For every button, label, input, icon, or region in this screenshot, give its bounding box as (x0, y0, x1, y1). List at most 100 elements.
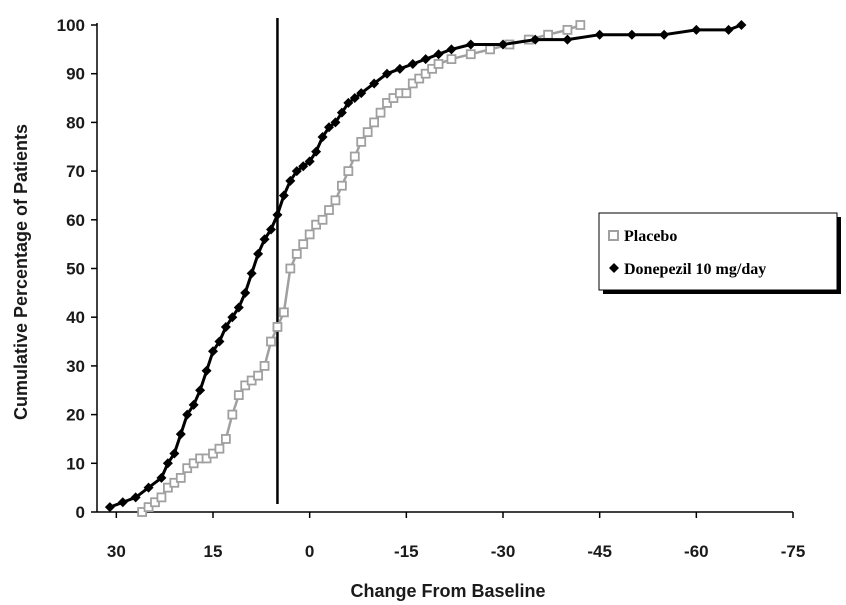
legend-label-donepezil: Donepezil 10 mg/day (624, 261, 766, 278)
legend-box-shadow-right (837, 217, 841, 294)
data-point (736, 20, 747, 30)
data-point (266, 224, 276, 235)
data-point (266, 336, 276, 347)
data-point (259, 360, 270, 371)
data-point (311, 146, 322, 157)
data-point (356, 136, 367, 147)
data-point (195, 385, 206, 396)
data-point (433, 59, 444, 69)
data-point (356, 88, 367, 99)
data-point (162, 458, 173, 469)
data-point (369, 78, 380, 89)
x-tick-label: 0 (305, 542, 314, 561)
data-point (723, 24, 734, 35)
data-point (259, 234, 270, 245)
data-point (208, 346, 218, 357)
data-point (182, 409, 193, 420)
x-tick-label: -15 (394, 542, 419, 561)
data-point (285, 263, 296, 274)
legend-marker-placebo (608, 230, 619, 241)
data-point (394, 63, 405, 74)
data-point (324, 122, 334, 133)
data-point (278, 190, 289, 201)
legend-box (598, 212, 838, 291)
data-point (220, 434, 231, 444)
data-point (465, 49, 476, 60)
data-point (330, 117, 341, 128)
data-point (233, 390, 244, 401)
data-point (175, 473, 186, 483)
data-point (543, 29, 554, 40)
legend-box-shadow-bottom (603, 290, 841, 294)
y-axis-title: Cumulative Percentage of Patients (11, 124, 31, 420)
data-point (659, 29, 670, 40)
data-point (382, 68, 392, 79)
data-point (362, 127, 373, 138)
data-point (291, 248, 302, 259)
data-point (227, 312, 238, 323)
data-point (143, 482, 154, 493)
y-tick-label: 40 (66, 308, 85, 327)
y-tick-label: 90 (66, 65, 85, 84)
data-point (498, 39, 508, 50)
x-tick-label: 15 (204, 542, 223, 561)
y-tick-label: 30 (66, 357, 85, 376)
data-point (446, 44, 457, 55)
x-tick-label: 30 (107, 542, 126, 561)
data-point (324, 205, 334, 215)
data-point (117, 497, 128, 508)
data-point (104, 502, 115, 513)
data-point (227, 409, 238, 420)
data-point (626, 29, 637, 40)
data-point (175, 429, 186, 440)
data-point (291, 166, 302, 177)
data-point (691, 24, 702, 35)
data-point (330, 195, 341, 206)
data-point (156, 472, 167, 483)
y-tick-label: 0 (76, 503, 85, 522)
data-point (201, 365, 212, 376)
x-tick-label: -60 (684, 542, 709, 561)
data-point (130, 492, 141, 503)
data-point (285, 175, 296, 186)
data-point (272, 322, 283, 332)
data-point (575, 20, 586, 30)
data-point (272, 209, 283, 220)
y-tick-label: 20 (66, 406, 85, 425)
data-point (214, 336, 225, 347)
data-point (594, 29, 605, 40)
data-point (304, 229, 315, 240)
data-point (304, 156, 315, 167)
data-point (253, 370, 264, 381)
x-tick-label: -75 (781, 542, 806, 561)
data-point (349, 93, 360, 104)
data-point (220, 321, 231, 332)
data-point (375, 107, 386, 118)
data-point (298, 239, 309, 250)
y-tick-label: 50 (66, 260, 85, 279)
series-0 (137, 20, 586, 517)
data-point (562, 24, 573, 35)
data-point (336, 180, 347, 191)
series-layer (104, 20, 747, 517)
data-point (369, 117, 380, 128)
data-point (401, 88, 412, 99)
data-point (253, 248, 264, 259)
data-point (188, 399, 199, 410)
data-point (343, 166, 354, 177)
legend: Placebo Donepezil 10 mg/day (598, 212, 841, 294)
data-point (169, 448, 180, 459)
data-point (336, 107, 347, 118)
data-point (465, 39, 476, 50)
data-point (562, 34, 573, 45)
data-point (530, 34, 541, 45)
data-point (156, 492, 167, 503)
y-tick-label: 70 (66, 162, 85, 181)
x-tick-label: -30 (491, 542, 516, 561)
data-point (343, 97, 354, 108)
y-tick-label: 80 (66, 113, 85, 132)
data-point (298, 161, 309, 172)
x-axis-title: Change From Baseline (350, 581, 545, 601)
y-tick-label: 100 (57, 16, 85, 35)
data-point (317, 214, 328, 225)
